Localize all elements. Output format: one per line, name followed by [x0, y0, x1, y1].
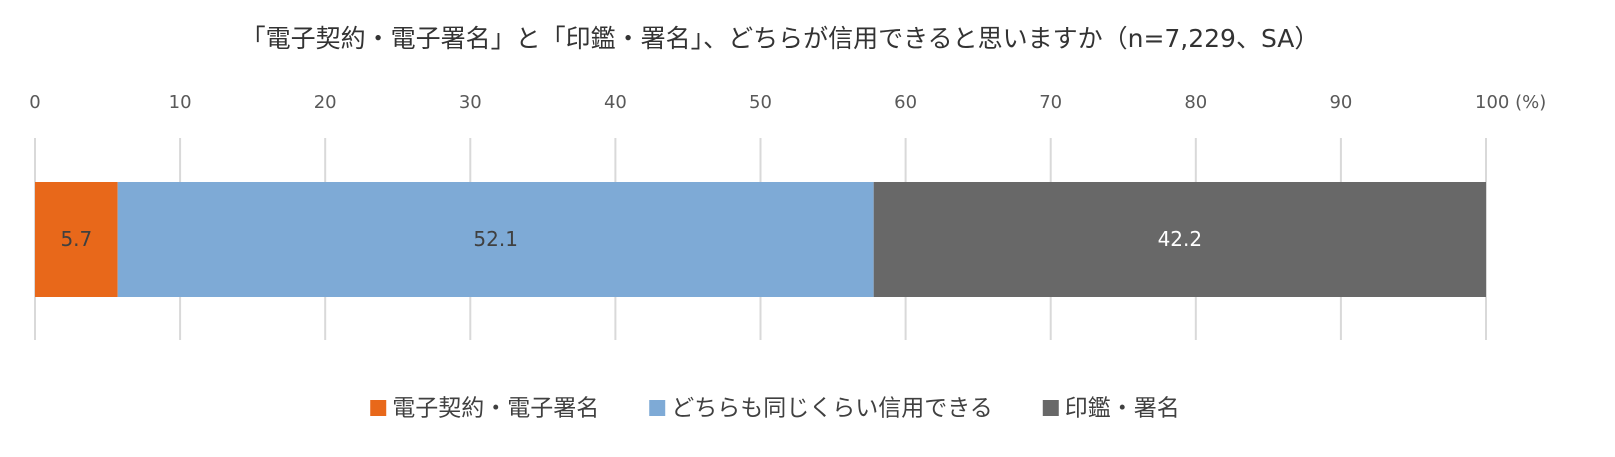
x-tick-label: 10 [169, 92, 192, 113]
data-label: 42.2 [1158, 227, 1203, 251]
x-tick-label: 90 [1329, 92, 1352, 113]
x-tick-label: 70 [1039, 92, 1062, 113]
legend-swatch [649, 400, 666, 416]
bar-segment [117, 182, 874, 297]
data-label: 52.1 [473, 227, 518, 251]
x-tick-label: 100 (%) [1475, 92, 1546, 113]
legend-swatch [370, 400, 387, 416]
legend-swatch [1042, 400, 1059, 416]
x-tick-label: 40 [604, 92, 627, 113]
bar-segment [35, 182, 118, 297]
x-tick-label: 0 [29, 92, 40, 113]
data-label: 5.7 [60, 227, 92, 251]
x-tick-label: 30 [459, 92, 482, 113]
x-tick-label: 60 [894, 92, 917, 113]
x-tick-label: 50 [749, 92, 772, 113]
x-tick-label: 80 [1184, 92, 1207, 113]
legend-label: 電子契約・電子署名 [392, 396, 599, 422]
chart-title: 「電子契約・電子署名」と「印鑑・署名」、どちらが信用できると思いますか（n=7,… [241, 24, 1320, 53]
x-tick-label: 20 [314, 92, 337, 113]
bar-segment [873, 182, 1486, 297]
legend-label: 印鑑・署名 [1065, 396, 1180, 422]
legend-label: どちらも同じくらい信用できる [671, 396, 993, 422]
